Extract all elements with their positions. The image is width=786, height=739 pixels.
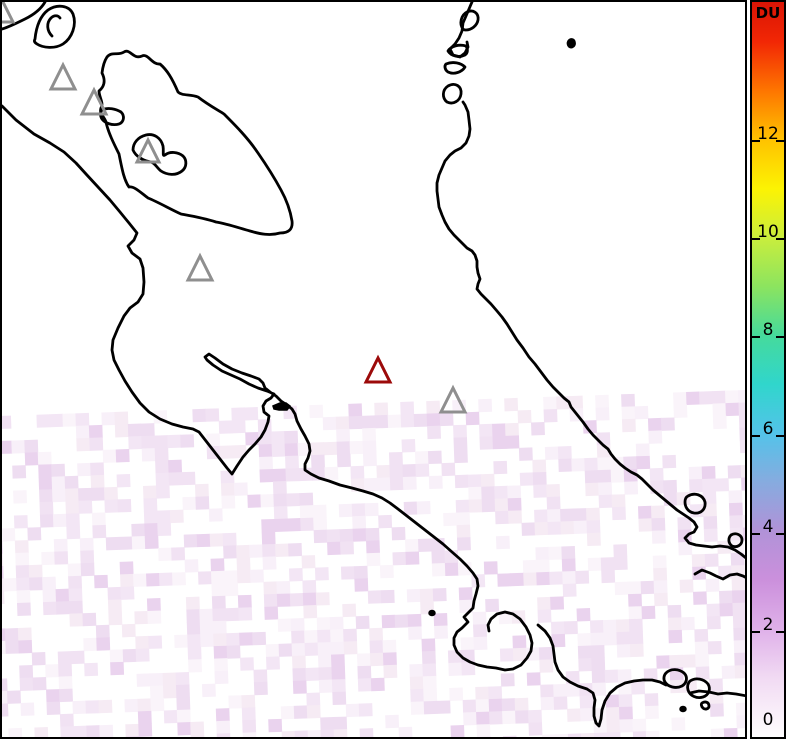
islet-shape [679,705,687,713]
coastline-path [2,2,47,31]
coastline-path [699,700,711,711]
colorbar-tick-dash [752,435,760,437]
coastline-path [727,532,744,549]
volcano-marker-6-triangle-icon [363,354,393,384]
colorbar-tick-dash [776,533,784,535]
colorbar: DU 12 10 8 6 4 2 0 [750,0,786,739]
colorbar-tick-dash [776,140,784,142]
coastline-path [446,43,469,58]
colorbar-tick-dash [752,533,760,535]
islet-shape [428,609,436,617]
colorbar-tick-dash [752,336,760,338]
volcano-marker-3-triangle-icon [79,86,109,116]
colorbar-tick-label: 0 [762,710,774,730]
colorbar-tick-label: 6 [762,419,774,439]
map-area [0,0,747,739]
coastline-path [448,2,474,59]
colorbar-tick-label: 2 [762,615,774,635]
map-canvas [2,2,745,737]
volcano-marker-2-triangle-icon [48,61,78,91]
colorbar-tick-label: 8 [762,320,774,340]
colorbar-tick-dash [776,435,784,437]
coastline-path [97,49,294,236]
so2-noise-field [2,389,745,737]
colorbar-tick-dash [752,631,760,633]
coastline-path [443,61,467,75]
colorbar-unit-label: DU [755,4,781,22]
coastline-path [99,107,125,127]
colorbar-tick-label: 4 [762,517,774,537]
coastline-path [686,677,711,699]
volcano-marker-7-triangle-icon [438,384,468,414]
coastline-path [435,100,745,560]
colorbar-tick-label: 12 [757,124,779,144]
volcano-marker-1-triangle-icon [2,2,16,24]
coastline-path [441,83,463,105]
coastline-path [33,4,76,49]
colorbar-gradient [752,2,784,737]
coastline-path [2,104,534,672]
coastline-path [131,133,188,176]
coastline-path [683,492,707,515]
colorbar-tick-dash [752,238,760,240]
islet-shape [566,38,576,49]
colorbar-tick-dash [752,140,760,142]
islet-shape [272,402,292,411]
coastline-path [459,9,480,32]
colorbar-tick-dash [776,238,784,240]
volcano-marker-4-triangle-icon [134,136,162,164]
coastline-path [693,568,745,581]
coastline-path [662,668,688,689]
colorbar-tick-label: 10 [757,222,779,242]
volcano-marker-5-triangle-icon [185,252,215,282]
colorbar-tick-dash [776,336,784,338]
colorbar-tick-dash [776,631,784,633]
coastline-path [688,689,745,698]
coastline-path [536,623,668,728]
